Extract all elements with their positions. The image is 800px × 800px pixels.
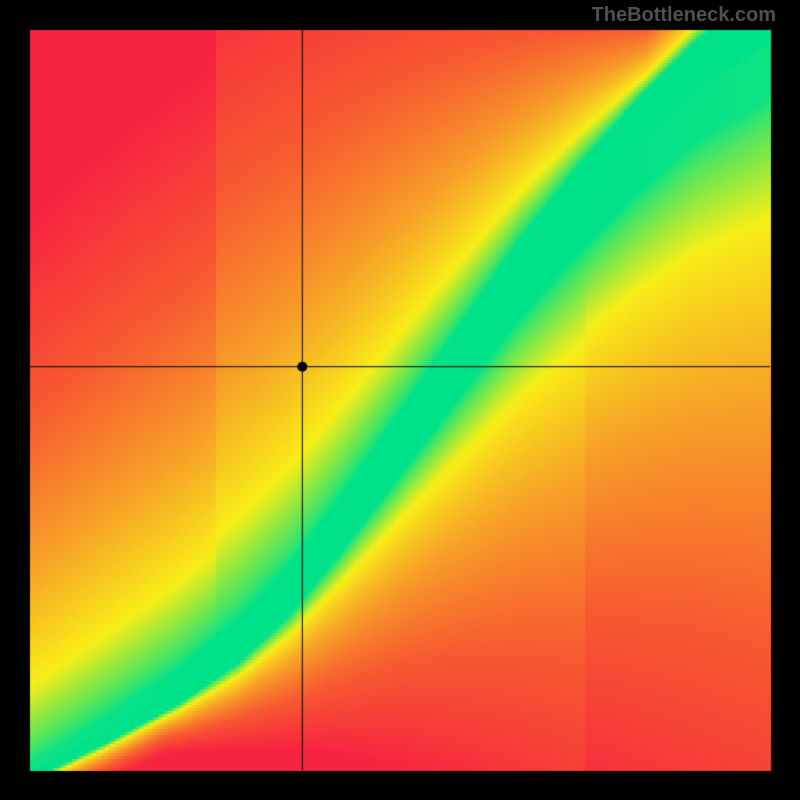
heatmap-canvas xyxy=(0,0,800,800)
chart-container: TheBottleneck.com xyxy=(0,0,800,800)
watermark-text: TheBottleneck.com xyxy=(592,4,776,27)
